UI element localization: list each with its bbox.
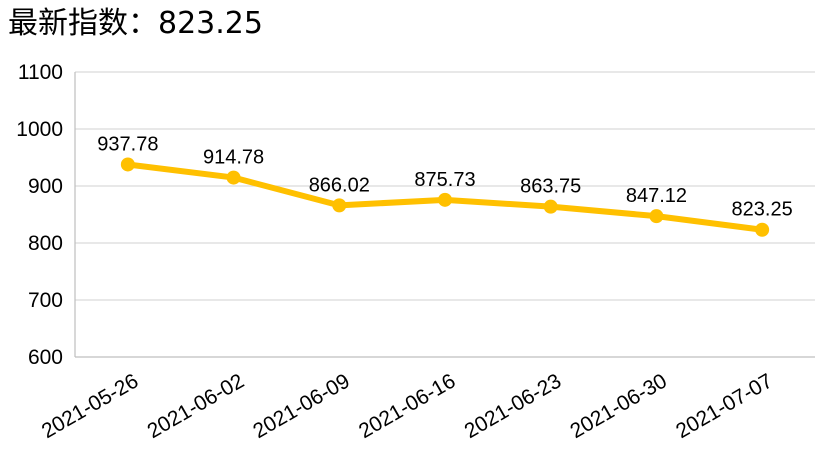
x-tick-label-2021-06-23: 2021-06-23 <box>461 369 566 443</box>
data-label-2021-05-26: 937.78 <box>97 133 158 155</box>
data-label-2021-06-09: 866.02 <box>309 174 370 196</box>
chart-title: 最新指数：823.25 <box>8 6 263 41</box>
x-tick-label-2021-06-09: 2021-06-09 <box>249 369 354 443</box>
y-tick-label-1000: 1000 <box>16 118 63 141</box>
data-point-2021-07-07 <box>755 222 770 237</box>
y-axis-tick-labels: 600 700 800 900 1000 1100 <box>16 61 63 369</box>
y-tick-label-600: 600 <box>28 346 63 369</box>
data-label-2021-06-02: 914.78 <box>203 147 264 169</box>
y-tick-label-900: 900 <box>28 175 63 198</box>
data-point-2021-06-23 <box>543 199 558 214</box>
axes <box>74 72 815 358</box>
data-label-2021-06-30: 847.12 <box>626 185 687 207</box>
data-labels: 937.78 914.78 866.02 875.73 863.75 847.12 823.… <box>97 133 792 220</box>
data-point-2021-05-26 <box>120 157 135 172</box>
y-tick-label-700: 700 <box>28 289 63 312</box>
data-label-2021-06-16: 875.73 <box>414 169 475 191</box>
data-label-2021-06-23: 863.75 <box>520 176 581 198</box>
x-tick-label-2021-06-30: 2021-06-30 <box>566 369 671 443</box>
y-tick-label-1100: 1100 <box>18 61 63 84</box>
data-point-2021-06-09 <box>332 198 347 213</box>
data-points <box>120 157 770 237</box>
x-tick-label-2021-07-07: 2021-07-07 <box>672 369 777 443</box>
y-tick-label-800: 800 <box>28 232 63 255</box>
data-label-2021-07-07: 823.25 <box>732 199 793 221</box>
x-tick-label-2021-06-16: 2021-06-16 <box>355 369 460 443</box>
gridlines <box>75 71 815 301</box>
data-point-2021-06-16 <box>438 192 452 207</box>
x-tick-label-2021-06-02: 2021-06-02 <box>144 369 249 443</box>
data-point-2021-06-02 <box>226 170 241 185</box>
x-axis-tick-labels: 2021-05-26 2021-06-02 2021-06-09 2021-06-16… <box>38 369 777 443</box>
x-tick-label-2021-05-26: 2021-05-26 <box>38 369 143 443</box>
data-point-2021-06-30 <box>649 209 664 224</box>
